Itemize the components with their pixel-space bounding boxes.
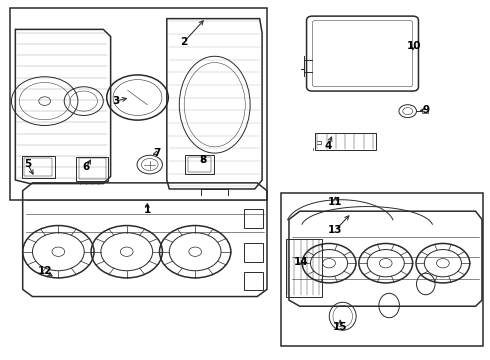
Text: 5: 5 xyxy=(24,159,31,169)
Bar xyxy=(244,243,263,262)
Text: 13: 13 xyxy=(328,225,343,235)
Bar xyxy=(422,109,428,113)
Text: 15: 15 xyxy=(333,322,347,332)
Bar xyxy=(286,239,322,297)
Bar xyxy=(76,157,108,181)
Text: 7: 7 xyxy=(153,148,161,158)
Text: 9: 9 xyxy=(422,105,429,115)
Text: 12: 12 xyxy=(37,266,52,276)
Bar xyxy=(281,193,484,346)
Bar xyxy=(185,155,214,174)
Text: 11: 11 xyxy=(328,197,343,207)
Text: 6: 6 xyxy=(83,162,90,172)
Text: 4: 4 xyxy=(324,141,332,151)
Bar xyxy=(315,134,376,149)
Bar xyxy=(244,209,263,228)
Bar xyxy=(24,158,52,176)
Bar xyxy=(10,8,267,200)
Text: 1: 1 xyxy=(144,206,151,216)
Bar xyxy=(244,272,263,291)
Text: 3: 3 xyxy=(112,96,119,106)
Bar xyxy=(79,158,106,179)
Bar xyxy=(22,156,55,178)
Text: 8: 8 xyxy=(200,155,207,165)
Text: 10: 10 xyxy=(406,41,421,50)
Text: 2: 2 xyxy=(180,37,188,47)
Bar xyxy=(188,157,211,172)
Text: 14: 14 xyxy=(294,257,309,267)
